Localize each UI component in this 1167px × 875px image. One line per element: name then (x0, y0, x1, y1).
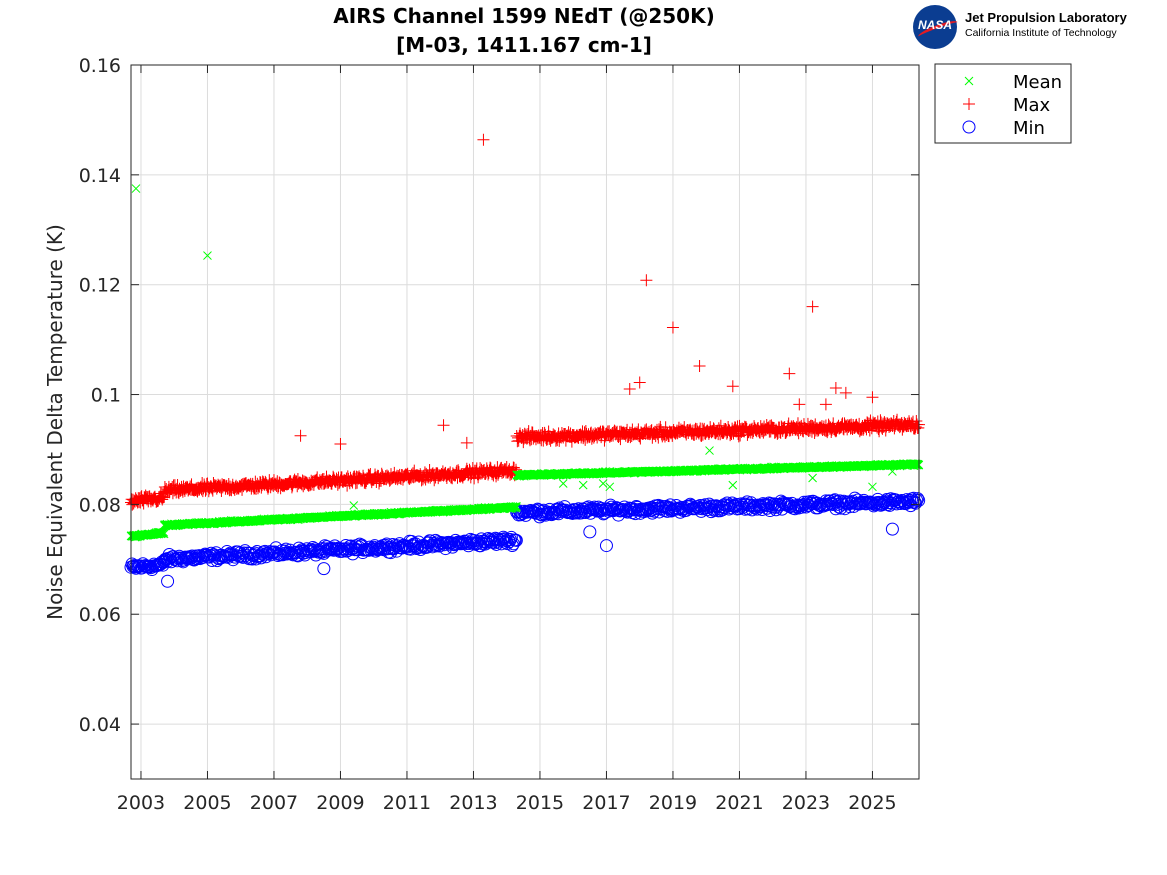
data-points (124, 133, 926, 588)
min-outlier-point (161, 574, 175, 588)
mean-point (511, 503, 521, 513)
y-tick-label: 0.06 (79, 604, 121, 626)
x-tick-label: 2023 (782, 792, 830, 814)
max-outlier-point (623, 383, 636, 396)
max-outlier-point (640, 274, 653, 287)
min-outlier-point (885, 522, 899, 536)
x-tick-label: 2025 (848, 792, 896, 814)
max-outlier-point (666, 321, 679, 334)
x-tick-label: 2017 (582, 792, 630, 814)
max-outlier-point (783, 367, 796, 380)
min-point (901, 495, 915, 509)
min-point (835, 495, 849, 509)
max-outlier-point (693, 359, 706, 372)
mean-outlier-point (728, 480, 738, 490)
max-outlier-point (437, 419, 450, 432)
max-point (156, 493, 169, 506)
max-point (771, 427, 784, 440)
max-outlier-point (829, 381, 842, 394)
max-point (504, 468, 517, 481)
max-outlier-point (839, 386, 852, 399)
max-outlier-point (294, 429, 307, 442)
min-point (509, 533, 523, 547)
x-tick-label: 2021 (715, 792, 763, 814)
min-outlier-point (317, 562, 331, 576)
mean-outlier-point (808, 473, 817, 483)
series-min (124, 491, 926, 588)
chart-title-line-2: [M-03, 1411.167 cm-1] (396, 33, 652, 57)
min-point (572, 502, 586, 516)
min-point (133, 559, 147, 573)
max-point (732, 430, 745, 443)
x-tick-label: 2011 (383, 792, 431, 814)
max-outlier-point (866, 391, 879, 404)
nasa-badge-text: NASA (917, 18, 952, 32)
max-point (384, 473, 397, 486)
mean-point (512, 502, 521, 511)
max-point (912, 421, 925, 434)
min-point (294, 544, 308, 558)
max-outlier-point (726, 380, 739, 393)
max-outlier-point (806, 300, 819, 313)
mean-outlier-point (349, 501, 359, 510)
nasa-meatball-icon: NASA (913, 5, 960, 49)
y-axis-label: Noise Equivalent Delta Temperature (K) (43, 224, 67, 620)
x-tick-label: 2015 (516, 792, 564, 814)
mean-outlier-point (578, 480, 588, 490)
mean-point (511, 502, 521, 511)
chart-title-line-1: AIRS Channel 1599 NEdT (@250K) (333, 4, 714, 28)
x-tick-label: 2003 (117, 792, 165, 814)
max-point (464, 465, 477, 478)
jpl-logo: NASA Jet Propulsion Laboratory Californi… (913, 5, 1163, 49)
x-tick-label: 2013 (449, 792, 497, 814)
x-tick-label: 2007 (250, 792, 298, 814)
max-outlier-point (633, 376, 646, 389)
max-point (360, 474, 373, 487)
y-tick-label: 0.12 (79, 275, 121, 297)
min-point (380, 537, 394, 551)
min-point (246, 549, 260, 563)
y-tick-label: 0.08 (79, 494, 121, 516)
max-outlier-point (793, 398, 806, 411)
jpl-logo-subtitle: California Institute of Technology (965, 27, 1117, 39)
mean-point (159, 529, 169, 539)
max-point (909, 420, 922, 433)
max-point (311, 471, 324, 484)
min-point (503, 532, 517, 546)
max-outlier-point (477, 133, 490, 146)
grid-lines (131, 64, 919, 779)
x-tick-label: 2019 (649, 792, 697, 814)
min-outlier-point (583, 525, 597, 539)
series-mean (126, 184, 924, 542)
jpl-logo-title: Jet Propulsion Laboratory (965, 10, 1127, 25)
x-tick-label: 2009 (316, 792, 364, 814)
y-tick-label: 0.14 (79, 165, 121, 187)
max-outlier-point (460, 436, 473, 449)
x-tick-label: 2005 (183, 792, 231, 814)
mean-outlier-point (705, 446, 714, 455)
mean-outlier-point (131, 184, 141, 193)
legend: Mean Max Min (934, 63, 1072, 144)
legend-label-max: Max (1013, 95, 1051, 116)
legend-label-min: Min (1013, 118, 1045, 139)
y-tick-label: 0.1 (91, 385, 121, 407)
mean-outlier-point (558, 479, 568, 488)
min-outlier-point (599, 539, 613, 553)
min-point (147, 557, 161, 571)
legend-label-mean: Mean (1013, 72, 1062, 93)
y-tick-label: 0.04 (79, 714, 121, 736)
min-point (902, 495, 916, 509)
max-outlier-point (334, 437, 347, 450)
y-tick-label: 0.16 (79, 55, 121, 77)
max-point (285, 481, 298, 494)
max-point (369, 468, 382, 481)
min-point (341, 542, 355, 556)
series-max (125, 133, 925, 511)
max-outlier-point (819, 398, 832, 411)
max-point (871, 415, 884, 428)
